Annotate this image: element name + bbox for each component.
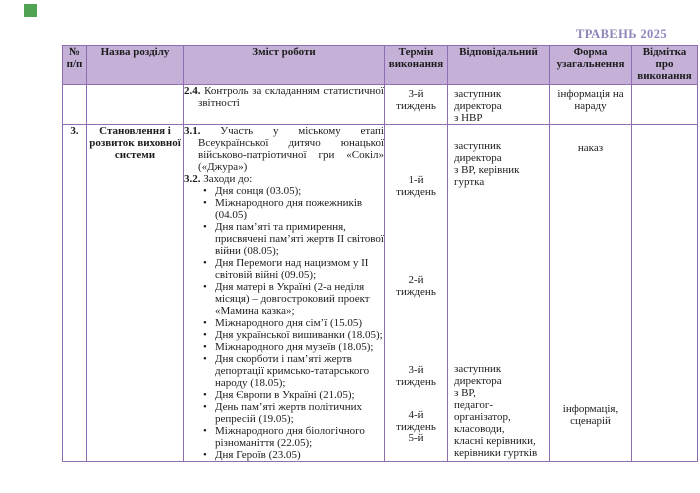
item-number: 3.1. [184,125,201,138]
section-name: Становлення і розвиток виховної системи [89,125,181,162]
cell-mark-empty [631,84,698,125]
list-item: Міжнародного дня музеїв (18.05); [203,341,384,353]
cell-num-3: 3. [62,124,87,462]
cell-num-empty [62,84,87,125]
cell-form-3: наказ інформація, сценарій [549,124,632,462]
term-label: 4-й тиждень [396,409,436,433]
header-num: № п/п [62,45,87,85]
list-item: Дня Європи в Україні (21.05); [203,389,384,401]
cell-responsible-24: заступник директора з НВР [447,84,550,125]
list-item: Дня Героїв (23.05) [203,449,384,461]
section-number: 3. [70,125,79,138]
month-title: ТРАВЕНЬ 2025 [576,27,667,41]
item-number: 3.2. [184,173,201,185]
cell-content-24: 2.4. Контроль за складанням статистичної… [183,84,385,125]
item-text: Участь у міському етапі Всеукраїнської д… [198,125,384,174]
term-label: 1-й тиждень [396,174,436,198]
term-label: 3-й тиждень [396,88,436,112]
item-number: 2.4. [184,85,201,98]
form-text: наказ [577,142,604,154]
header-form: Форма узагальнення [549,45,632,85]
table-row-3: 3. Становлення і розвиток виховної систе… [62,124,698,462]
content-item-31: 3.1. Участь у міському етапі Всеукраїнсь… [184,125,384,174]
green-marker [24,4,37,17]
plan-table: № п/п Назва розділу Зміст роботи Термін … [62,45,698,462]
list-item: Дня пам’яті та примирення, присвячені па… [203,221,384,257]
cell-term-24: 3-й тиждень [384,84,448,125]
list-item: Дня скорботи і пам’яті жертв депортації … [203,353,384,389]
list-item: Дня Перемоги над нацизмом у II світовій … [203,257,384,281]
header-row: № п/п Назва розділу Зміст роботи Термін … [62,45,698,85]
form-text: інформація на нараду [557,88,624,112]
list-item: Дня матері в Україні (2-а неділя місяця)… [203,281,384,317]
list-item: Міжнародного дня сім’ї (15.05) [203,317,384,329]
header-section: Назва розділу [86,45,184,85]
bullet-list: Дня сонця (03.05); Міжнародного дня поже… [185,185,384,461]
cell-form-24: інформація на нараду [549,84,632,125]
cell-term-3: 1-й тиждень 2-й тиждень 3-й тиждень 4-й … [384,124,448,462]
content-item-32: 3.2. Заходи до: [184,173,384,185]
header-mark: Відмітка про виконання [631,45,698,85]
term-label: 2-й тиждень [396,274,436,298]
term-label: 5-й [408,432,424,444]
cell-responsible-3: заступник директора з ВР, керівник гуртк… [447,124,550,462]
cell-section-3: Становлення і розвиток виховної системи [86,124,184,462]
list-item: День пам’яті жертв політичних репресій (… [203,401,384,425]
list-item: Міжнародного дня біологічного різноманіт… [203,425,384,449]
header-term: Термін виконання [384,45,448,85]
cell-section-empty [86,84,184,125]
responsible-text: заступник директора з ВР, педагог-органі… [454,363,538,459]
cell-mark-empty [631,124,698,462]
list-item: Міжнародного дня пожежників (04.05) [203,197,384,221]
list-item: Дня української вишиванки (18.05); [203,329,384,341]
form-text: інформація, сценарій [562,403,619,427]
item-text: Заходи до: [203,173,253,185]
responsible-text: заступник директора з НВР [454,88,502,124]
list-item: Дня сонця (03.05); [203,185,384,197]
content-item-24: 2.4. Контроль за складанням статистичної… [184,85,384,110]
header-content: Зміст роботи [183,45,385,85]
term-label: 3-й тиждень [396,364,436,388]
table-row-24: 2.4. Контроль за складанням статистичної… [62,84,698,125]
cell-content-3: 3.1. Участь у міському етапі Всеукраїнсь… [183,124,385,462]
responsible-text: заступник директора з ВР, керівник гуртк… [454,140,520,188]
item-text: Контроль за складанням статистичної звіт… [198,85,384,110]
header-responsible: Відповідальний [447,45,550,85]
